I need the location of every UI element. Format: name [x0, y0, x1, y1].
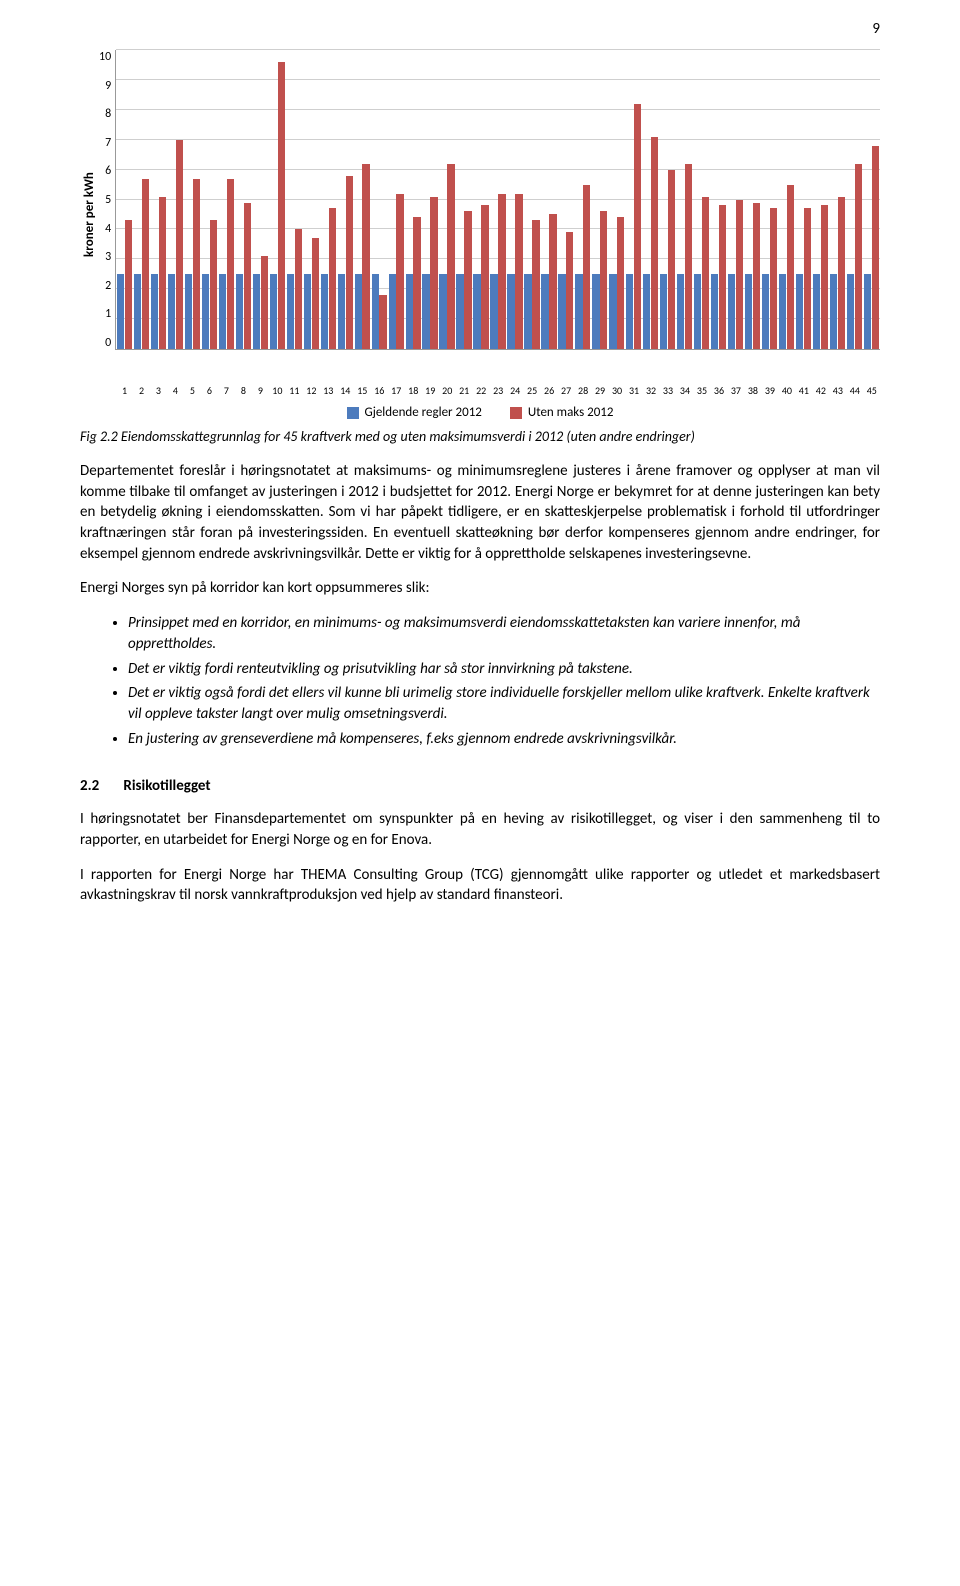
list-item: Prinsippet med en korridor, en minimums-…	[128, 613, 880, 654]
list-item: Det er viktig fordi renteutvikling og pr…	[128, 659, 880, 680]
section-number: 2.2	[80, 777, 120, 795]
legend-label: Gjeldende regler 2012	[365, 405, 482, 420]
legend-item: Gjeldende regler 2012	[347, 405, 482, 420]
y-axis-ticks: 109876543210	[99, 50, 115, 350]
body-paragraph: I rapporten for Energi Norge har THEMA C…	[80, 865, 880, 906]
list-item: En justering av grenseverdiene må kompen…	[128, 729, 880, 750]
list-item: Det er viktig også fordi det ellers vil …	[128, 683, 880, 724]
y-axis-label: kroner per kWh	[80, 50, 99, 380]
section-title: Risikotillegget	[123, 777, 210, 795]
legend-swatch	[347, 407, 359, 419]
bullet-list: Prinsippet med en korridor, en minimums-…	[80, 613, 880, 749]
legend-label: Uten maks 2012	[528, 405, 614, 420]
plot-area	[115, 50, 880, 350]
bar-chart: kroner per kWh 109876543210 123456789101…	[80, 50, 880, 420]
x-axis-ticks: 1234567891011121314151617181920212223242…	[116, 384, 880, 397]
page-number: 9	[872, 20, 880, 38]
body-paragraph: Energi Norges syn på korridor kan kort o…	[80, 578, 880, 599]
body-paragraph: Departementet foreslår i høringsnotatet …	[80, 461, 880, 564]
body-paragraph: I høringsnotatet ber Finansdepartementet…	[80, 809, 880, 850]
figure-caption: Fig 2.2 Eiendomsskattegrunnlag for 45 kr…	[80, 428, 880, 445]
legend-item: Uten maks 2012	[510, 405, 614, 420]
legend-swatch	[510, 407, 522, 419]
section-heading: 2.2 Risikotillegget	[80, 777, 880, 795]
chart-legend: Gjeldende regler 2012 Uten maks 2012	[80, 405, 880, 420]
